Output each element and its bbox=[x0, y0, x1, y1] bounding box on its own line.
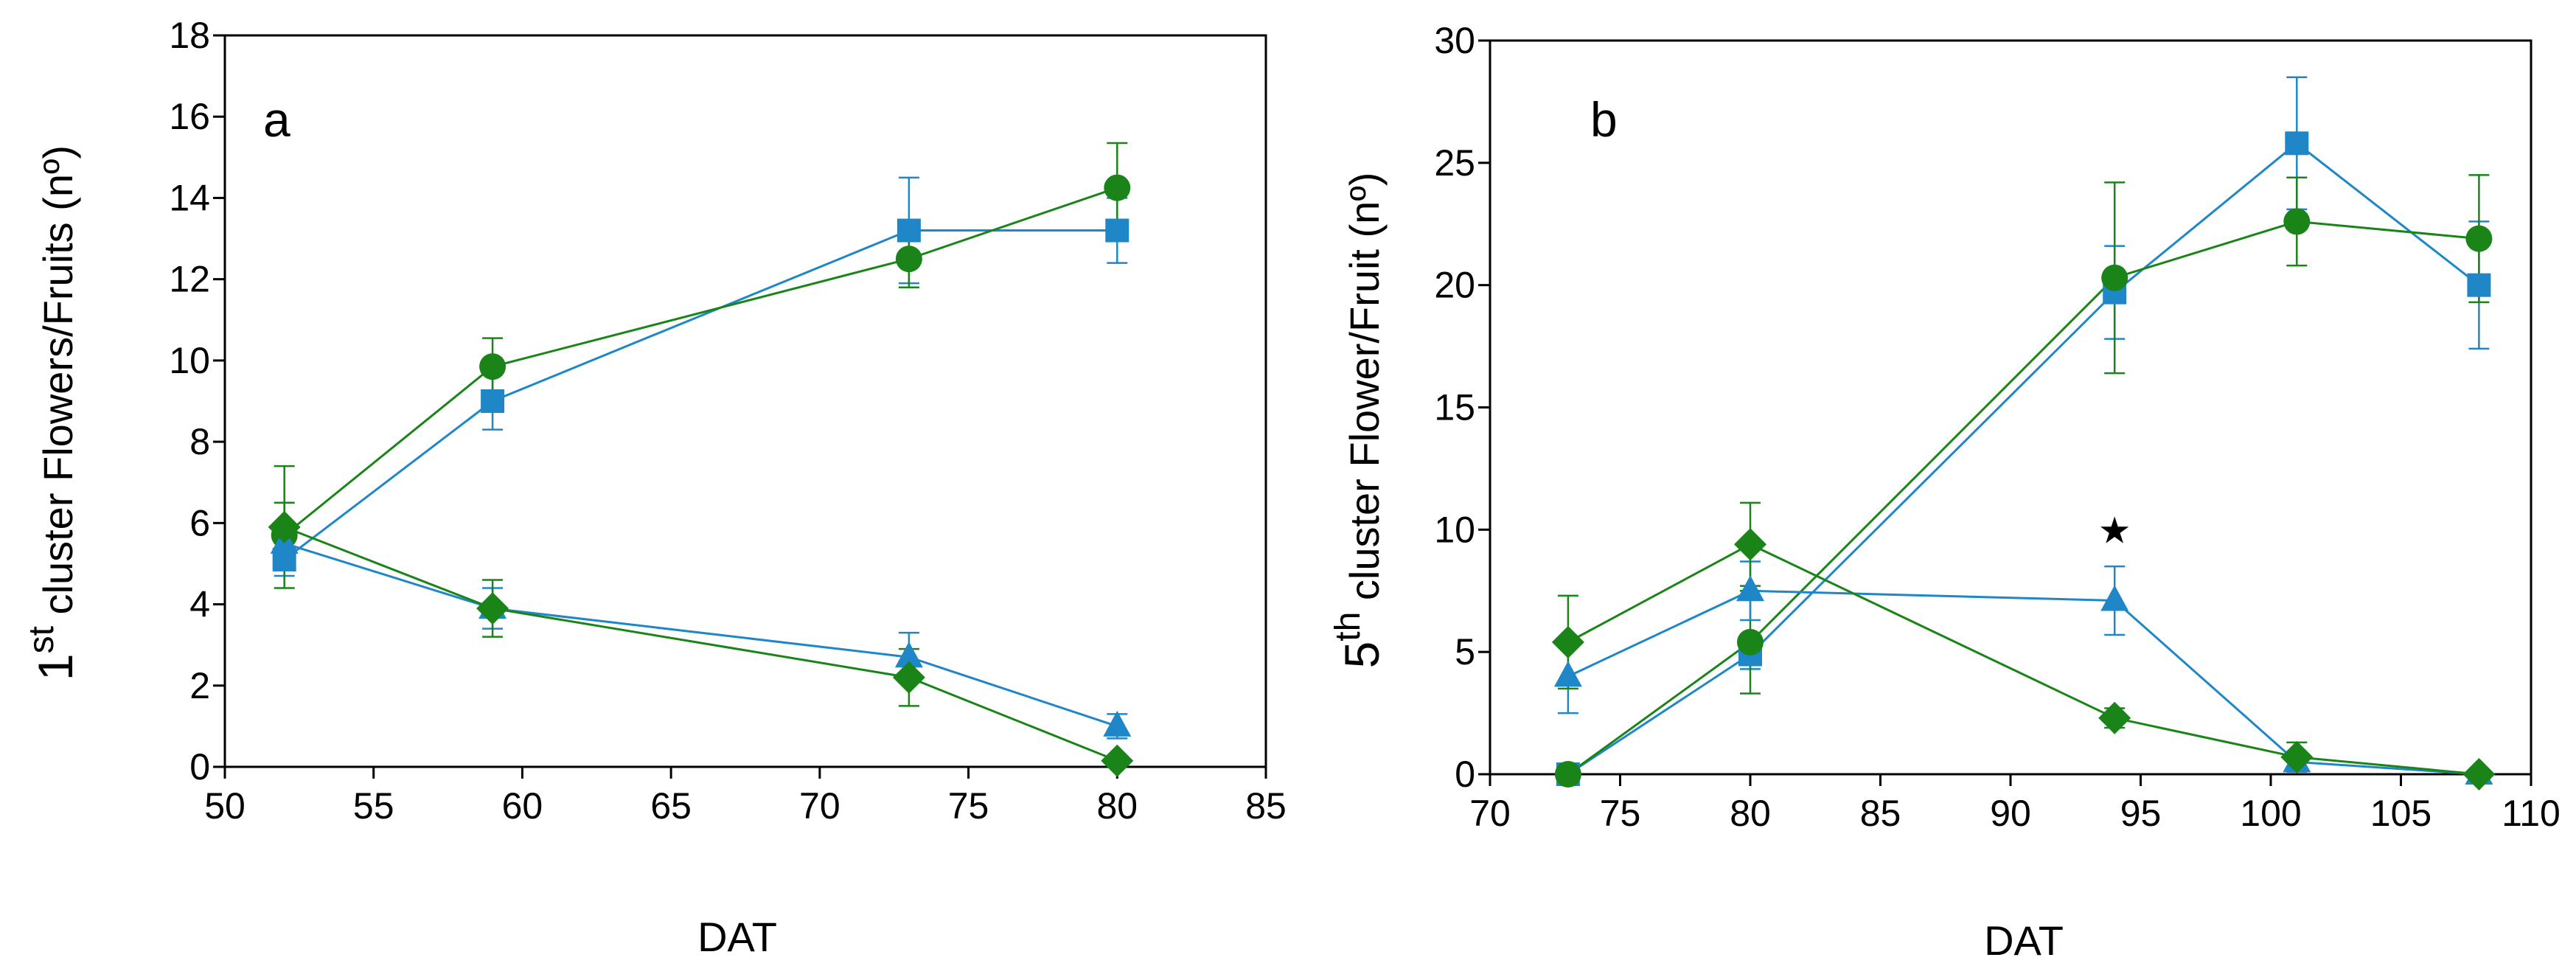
x-tick-label-a: 50 bbox=[204, 785, 246, 827]
x-tick-label-b: 95 bbox=[2120, 793, 2162, 834]
y-label-sup-a: st bbox=[22, 626, 61, 653]
y-axis-label-b: 5th cluster Flower/Fruit (nº) bbox=[1329, 173, 1389, 669]
panel-label-b: b bbox=[1590, 92, 1618, 147]
marker-circle-flowers-green-circle bbox=[1104, 174, 1131, 201]
marker-circle-flowers-green-circle bbox=[479, 353, 507, 380]
series-line-fruits-green-diamond bbox=[284, 526, 1118, 762]
y-axis-label-a: 1st cluster Flowers/Fruits (nº) bbox=[22, 145, 83, 681]
series-line-fruits-blue-triangle bbox=[284, 542, 1118, 728]
marker-triangle-fruits-blue-triangle bbox=[2100, 585, 2129, 611]
marker-circle-flowers-green-circle bbox=[895, 246, 922, 273]
marker-square-flowers-blue-square bbox=[481, 389, 505, 413]
series-line-flowers-green-circle bbox=[1567, 220, 2479, 776]
y-tick-label-a: 4 bbox=[189, 584, 210, 625]
x-tick-label-b: 75 bbox=[1600, 793, 1641, 834]
marker-square-flowers-blue-square bbox=[1105, 218, 1129, 243]
x-tick-label-b: 105 bbox=[2370, 793, 2431, 834]
marker-diamond-fruits-green-diamond bbox=[268, 510, 301, 543]
y-tick-label-a: 0 bbox=[189, 746, 210, 787]
x-tick-label-a: 85 bbox=[1245, 785, 1287, 827]
series-line-fruits-green-diamond bbox=[1567, 543, 2479, 776]
x-tick-label-b: 80 bbox=[1730, 793, 1771, 834]
x-tick-label-a: 75 bbox=[948, 785, 989, 827]
significance-star-annotation: ★ bbox=[2098, 510, 2131, 551]
marker-triangle-fruits-blue-triangle bbox=[1736, 575, 1764, 602]
marker-square-flowers-blue-square bbox=[2467, 273, 2491, 297]
x-axis-label-a: DAT bbox=[697, 914, 777, 960]
panel-b: 70 75 80 85 90 95 100 105 110 0 5 10 15 20 25 30 ★ b DA… bbox=[1329, 20, 2561, 964]
panel-label-a: a bbox=[263, 92, 290, 147]
marker-circle-flowers-green-circle bbox=[2465, 225, 2493, 252]
x-tick-label-b: 85 bbox=[1860, 793, 1901, 834]
y-label-sup-b: th bbox=[1329, 612, 1368, 642]
y-tick-label-b: 5 bbox=[1455, 631, 1475, 672]
y-tick-label-a: 12 bbox=[169, 259, 210, 300]
axis-ticks-a: 50 55 60 65 70 75 80 85 0 2 4 6 8 10 12 14 16 18 bbox=[169, 15, 1286, 827]
series-line-flowers-blue-square bbox=[283, 229, 1118, 561]
series-layer-b: ★ bbox=[1551, 76, 2496, 790]
y-tick-label-b: 0 bbox=[1455, 754, 1475, 795]
x-tick-label-b: 110 bbox=[2502, 793, 2561, 834]
y-label-rest-b: cluster Flower/Fruit (nº) bbox=[1341, 173, 1388, 612]
y-tick-label-a: 16 bbox=[169, 96, 210, 137]
marker-diamond-fruits-green-diamond bbox=[2098, 701, 2131, 734]
axis-ticks-b: 70 75 80 85 90 95 100 105 110 0 5 10 15 20 25 30 bbox=[1434, 20, 2560, 834]
marker-circle-flowers-green-circle bbox=[1737, 628, 1764, 656]
x-tick-label-a: 65 bbox=[650, 785, 692, 827]
y-tick-label-b: 10 bbox=[1434, 509, 1475, 550]
x-tick-label-b: 100 bbox=[2240, 793, 2301, 834]
marker-circle-flowers-green-circle bbox=[2283, 208, 2311, 235]
marker-circle-flowers-green-circle bbox=[2101, 264, 2128, 291]
y-tick-label-b: 20 bbox=[1434, 265, 1475, 306]
panel-a: 50 55 60 65 70 75 80 85 0 2 4 6 8 10 12 14 16 18 a DAT 1s… bbox=[22, 15, 1287, 960]
series-layer-a bbox=[268, 142, 1134, 777]
marker-circle-flowers-green-circle bbox=[1554, 761, 1581, 787]
marker-triangle-fruits-blue-triangle bbox=[1553, 661, 1582, 687]
marker-diamond-fruits-green-diamond bbox=[1101, 744, 1134, 777]
x-axis-label-b: DAT bbox=[1984, 917, 2064, 964]
y-tick-label-b: 30 bbox=[1434, 20, 1475, 61]
y-tick-label-b: 15 bbox=[1434, 387, 1475, 428]
x-tick-label-a: 60 bbox=[502, 785, 543, 827]
marker-diamond-fruits-green-diamond bbox=[2462, 758, 2496, 790]
x-tick-label-a: 80 bbox=[1096, 785, 1138, 827]
plot-frame-a bbox=[223, 34, 1267, 768]
series-line-flowers-blue-square bbox=[1567, 142, 2480, 776]
y-tick-label-b: 25 bbox=[1434, 142, 1475, 184]
series-line-fruits-blue-triangle bbox=[1567, 589, 2479, 776]
y-label-rest-a: cluster Flowers/Fruits (nº) bbox=[35, 145, 81, 626]
marker-square-flowers-blue-square bbox=[897, 218, 921, 243]
marker-diamond-fruits-green-diamond bbox=[2280, 740, 2314, 773]
y-tick-label-a: 8 bbox=[189, 421, 210, 462]
y-tick-label-a: 14 bbox=[169, 177, 210, 218]
y-tick-label-a: 18 bbox=[169, 15, 210, 56]
x-tick-label-b: 90 bbox=[1990, 793, 2031, 834]
marker-square-flowers-blue-square bbox=[2285, 131, 2309, 156]
series-line-flowers-green-circle bbox=[283, 187, 1118, 537]
y-tick-label-a: 2 bbox=[189, 665, 210, 706]
y-tick-label-a: 6 bbox=[189, 502, 210, 543]
marker-diamond-fruits-green-diamond bbox=[1551, 625, 1584, 658]
marker-triangle-fruits-blue-triangle bbox=[1103, 710, 1132, 737]
marker-diamond-fruits-green-diamond bbox=[476, 592, 509, 625]
y-label-main-a: 1 bbox=[28, 653, 83, 681]
marker-diamond-fruits-green-diamond bbox=[1734, 528, 1766, 561]
marker-triangle-fruits-blue-triangle bbox=[894, 642, 923, 668]
plot-frame-b bbox=[1489, 39, 2533, 776]
x-tick-label-a: 70 bbox=[799, 785, 840, 827]
y-tick-label-a: 10 bbox=[169, 340, 210, 381]
x-tick-label-a: 55 bbox=[353, 785, 394, 827]
y-label-main-b: 5 bbox=[1334, 642, 1389, 669]
marker-diamond-fruits-green-diamond bbox=[892, 661, 925, 694]
x-tick-label-b: 70 bbox=[1469, 793, 1511, 834]
